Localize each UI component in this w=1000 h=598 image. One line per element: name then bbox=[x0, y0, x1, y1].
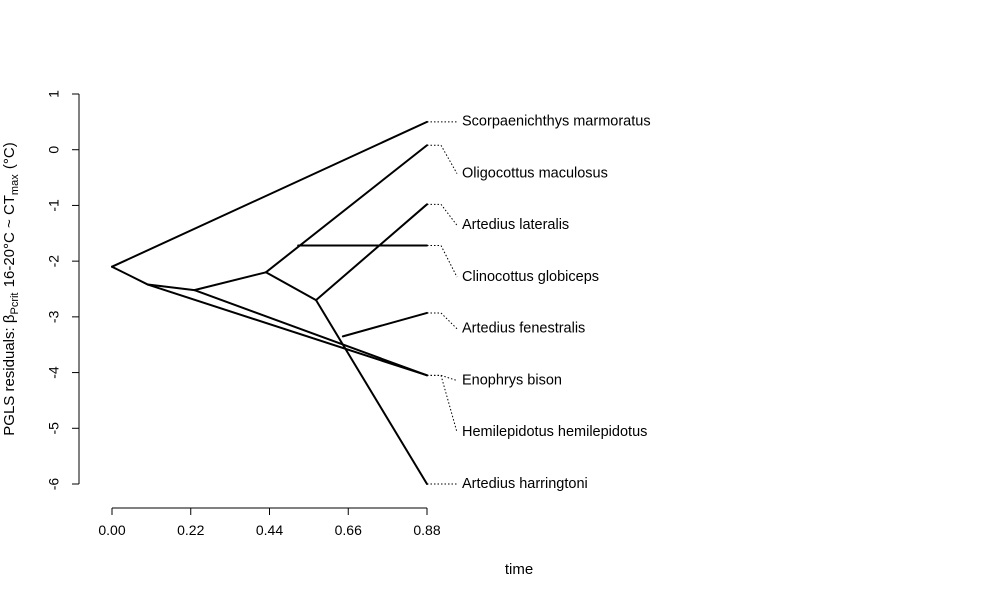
species-label: Hemilepidotus hemilepidotus bbox=[462, 424, 647, 440]
tip-connector bbox=[427, 203, 458, 226]
y-tick-label: -6 bbox=[46, 478, 62, 491]
tree-branch bbox=[341, 311, 428, 338]
species-label: Enophrys bison bbox=[462, 372, 562, 388]
tree-branch bbox=[193, 289, 428, 377]
species-label: Oligocottus maculosus bbox=[462, 165, 608, 181]
tip-connector bbox=[427, 245, 458, 278]
y-tick-label: -2 bbox=[46, 255, 62, 268]
tree-branch bbox=[111, 120, 428, 268]
y-tick-label: -5 bbox=[46, 422, 62, 435]
species-label: Scorpaenichthys marmoratus bbox=[462, 114, 651, 130]
y-tick-label: 0 bbox=[46, 146, 62, 154]
y-axis: 1 0 -1 -2 -3 -4 -5 -6 bbox=[46, 90, 80, 491]
tree-branch bbox=[315, 203, 428, 302]
branch-group bbox=[111, 120, 428, 485]
x-tick-label: 0.66 bbox=[335, 522, 362, 538]
species-label: Artedius fenestralis bbox=[462, 321, 585, 337]
tree-branch bbox=[264, 271, 318, 302]
tip-connector-group bbox=[427, 121, 458, 485]
tree-branch bbox=[146, 283, 428, 377]
x-axis: 0.00 0.22 0.44 0.66 0.88 bbox=[98, 507, 441, 538]
x-axis-title: time bbox=[505, 561, 533, 578]
tip-label-group: Scorpaenichthys marmoratus Oligocottus ma… bbox=[462, 114, 651, 492]
tip-connector bbox=[427, 374, 458, 433]
y-tick-label: -1 bbox=[46, 199, 62, 212]
species-label: Artedius harringtoni bbox=[462, 476, 588, 492]
y-tick-label: -3 bbox=[46, 310, 62, 323]
species-label: Clinocottus globiceps bbox=[462, 269, 599, 285]
tree-branch bbox=[146, 283, 196, 292]
tree-branch bbox=[264, 144, 428, 274]
x-tick-label: 0.44 bbox=[256, 522, 283, 538]
x-tick-label: 0.88 bbox=[413, 522, 440, 538]
y-axis-title: PGLS residuals: βPcrit 16-20°C ~ CTmax (… bbox=[1, 142, 21, 435]
species-label: Artedius lateralis bbox=[462, 217, 569, 233]
x-tick-label: 0.22 bbox=[177, 522, 204, 538]
tree-branch bbox=[315, 299, 428, 485]
tree-branch bbox=[193, 271, 267, 292]
y-tick-label: 1 bbox=[46, 90, 62, 98]
tip-connector bbox=[427, 144, 458, 174]
y-tick-label: -4 bbox=[46, 366, 62, 379]
tip-connector bbox=[427, 312, 458, 330]
x-tick-label: 0.00 bbox=[98, 522, 125, 538]
tree-branch bbox=[111, 265, 149, 286]
